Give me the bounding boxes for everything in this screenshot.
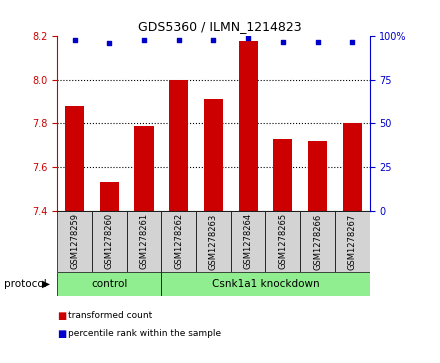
Point: [140, 37, 147, 43]
Text: GSM1278265: GSM1278265: [279, 213, 287, 269]
Text: ▶: ▶: [42, 279, 50, 289]
Bar: [135, 126, 154, 211]
Text: GSM1278263: GSM1278263: [209, 213, 218, 269]
Bar: [308, 141, 327, 211]
Text: GSM1278264: GSM1278264: [244, 213, 253, 269]
Text: GDS5360 / ILMN_1214823: GDS5360 / ILMN_1214823: [138, 20, 302, 33]
Point: [349, 38, 356, 44]
Text: ■: ■: [57, 329, 66, 339]
Bar: [204, 99, 223, 211]
Bar: [161, 211, 196, 272]
Bar: [57, 211, 92, 272]
Point: [245, 35, 252, 41]
Point: [314, 38, 321, 44]
Text: protocol: protocol: [4, 279, 47, 289]
Text: GSM1278261: GSM1278261: [139, 213, 148, 269]
Text: GSM1278266: GSM1278266: [313, 213, 322, 269]
Text: GSM1278260: GSM1278260: [105, 213, 114, 269]
Bar: [127, 211, 161, 272]
Point: [279, 38, 286, 44]
Point: [210, 37, 217, 43]
Bar: [335, 211, 370, 272]
Text: percentile rank within the sample: percentile rank within the sample: [68, 330, 221, 338]
Bar: [196, 211, 231, 272]
Bar: [231, 211, 265, 272]
Point: [106, 40, 113, 46]
Text: ■: ■: [57, 311, 66, 321]
Bar: [238, 41, 258, 211]
Text: Csnk1a1 knockdown: Csnk1a1 knockdown: [212, 279, 319, 289]
Bar: [161, 272, 370, 296]
Text: GSM1278267: GSM1278267: [348, 213, 357, 269]
Text: control: control: [91, 279, 128, 289]
Point: [71, 37, 78, 43]
Bar: [273, 139, 292, 211]
Bar: [65, 106, 84, 211]
Bar: [92, 211, 127, 272]
Bar: [343, 123, 362, 211]
Text: GSM1278259: GSM1278259: [70, 213, 79, 269]
Bar: [57, 272, 161, 296]
Text: GSM1278262: GSM1278262: [174, 213, 183, 269]
Text: transformed count: transformed count: [68, 311, 152, 320]
Bar: [300, 211, 335, 272]
Bar: [100, 182, 119, 211]
Bar: [265, 211, 300, 272]
Point: [175, 37, 182, 43]
Bar: [169, 80, 188, 211]
